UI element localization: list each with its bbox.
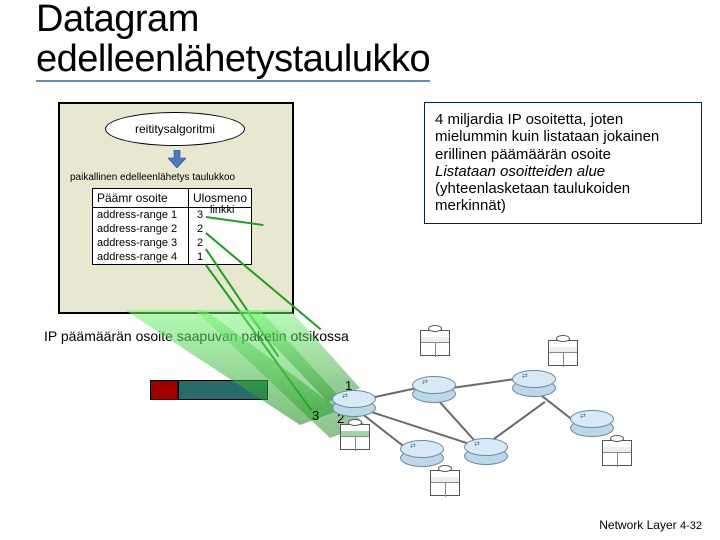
packet [150, 380, 268, 400]
local-table-label: paikallinen edelleenlähetys taulukkoo [70, 172, 235, 183]
mini-table-icon [430, 470, 460, 496]
packet-header [150, 380, 178, 400]
algo-label: reititysalgoritmi [135, 122, 215, 136]
table-row: address-range 22 [93, 222, 251, 236]
mini-table-icon [602, 440, 632, 466]
footer-page: 4-32 [680, 520, 702, 532]
down-arrow-icon [168, 150, 186, 168]
out-link-line [206, 232, 322, 330]
slide-title: Datagram edelleenlähetystaulukko [36, 0, 430, 80]
port-label-3: 3 [312, 408, 319, 423]
table-row: address-range 32 [93, 236, 251, 250]
callout-p1: 4 miljardia IP osoitetta, joten mielummi… [435, 111, 691, 163]
footer: Network Layer 4-32 [599, 518, 702, 532]
forwarding-table: Päämr osoite Ulosmeno address-range 13 a… [92, 188, 252, 265]
mini-table-icon [420, 330, 450, 356]
title-line-1: Datagram [36, 0, 199, 40]
callout-box: 4 miljardia IP osoitetta, joten mielummi… [424, 102, 702, 224]
header-dest: Päämr osoite [93, 189, 189, 207]
linkki-label: linkki [210, 204, 234, 216]
mini-table-icon [548, 340, 578, 366]
callout-p2: Listataan osoitteiden alue (yhteenlasket… [435, 163, 691, 215]
footer-label: Network Layer [599, 518, 676, 532]
title-line-2: edelleenlähetystaulukko [36, 38, 430, 82]
router-module: reititysalgoritmi paikallinen edelleenlä… [58, 102, 294, 314]
routing-algorithm-oval: reititysalgoritmi [105, 112, 245, 146]
mini-table-icon [340, 424, 370, 450]
packet-payload [178, 380, 268, 400]
ip-caption: IP päämäärän osoite saapuvan paketin ots… [44, 328, 349, 344]
